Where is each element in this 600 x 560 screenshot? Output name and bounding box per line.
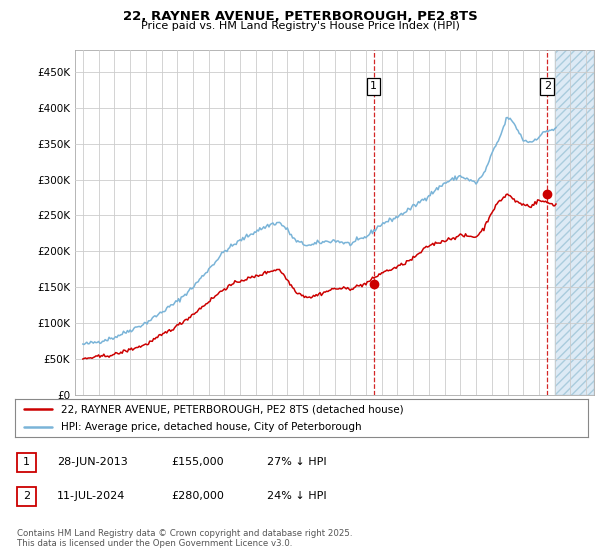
Text: 2: 2 <box>23 491 30 501</box>
Text: 24% ↓ HPI: 24% ↓ HPI <box>267 491 326 501</box>
Text: 1: 1 <box>370 81 377 91</box>
Text: £280,000: £280,000 <box>171 491 224 501</box>
Text: 1: 1 <box>23 457 30 467</box>
Text: Price paid vs. HM Land Registry's House Price Index (HPI): Price paid vs. HM Land Registry's House … <box>140 21 460 31</box>
Text: £155,000: £155,000 <box>171 457 224 467</box>
Text: 11-JUL-2024: 11-JUL-2024 <box>57 491 125 501</box>
Text: HPI: Average price, detached house, City of Peterborough: HPI: Average price, detached house, City… <box>61 422 361 432</box>
Text: 27% ↓ HPI: 27% ↓ HPI <box>267 457 326 467</box>
Text: 28-JUN-2013: 28-JUN-2013 <box>57 457 128 467</box>
Bar <box>554 50 594 395</box>
Text: Contains HM Land Registry data © Crown copyright and database right 2025.
This d: Contains HM Land Registry data © Crown c… <box>17 529 352 548</box>
Bar <box>554 50 594 395</box>
Text: 22, RAYNER AVENUE, PETERBOROUGH, PE2 8TS: 22, RAYNER AVENUE, PETERBOROUGH, PE2 8TS <box>122 10 478 22</box>
Text: 2: 2 <box>544 81 551 91</box>
Text: 22, RAYNER AVENUE, PETERBOROUGH, PE2 8TS (detached house): 22, RAYNER AVENUE, PETERBOROUGH, PE2 8TS… <box>61 404 403 414</box>
